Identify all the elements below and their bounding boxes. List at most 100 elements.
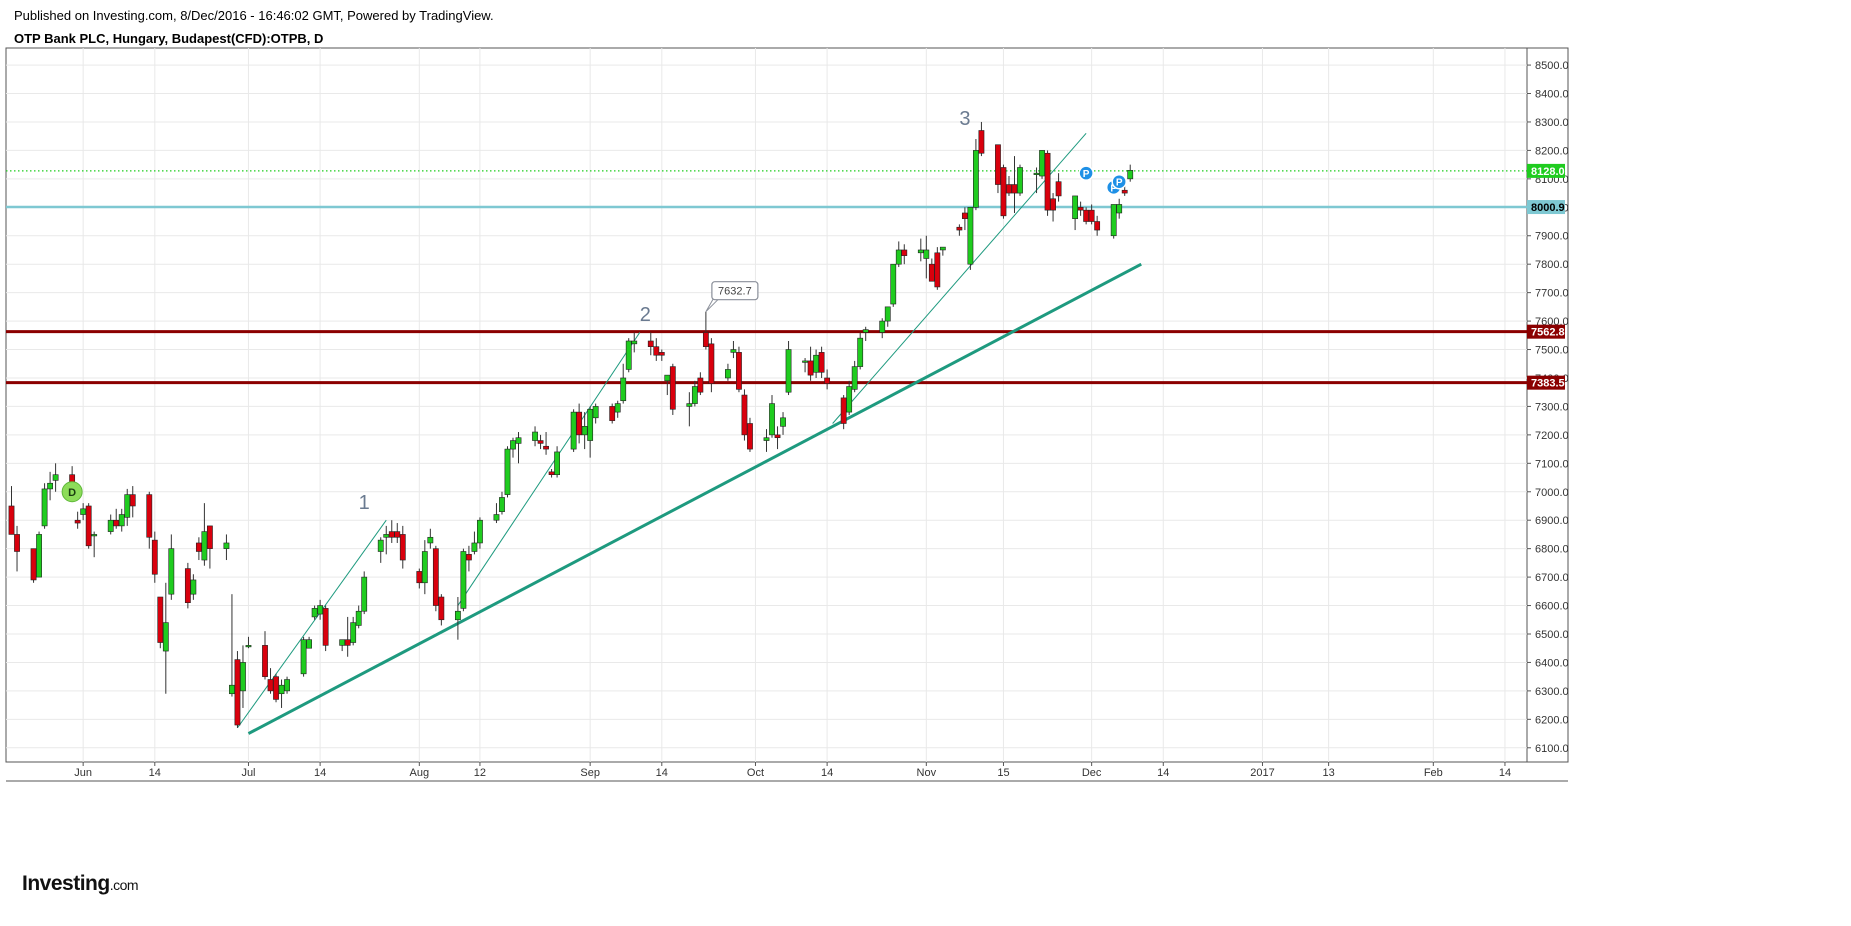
candle-body (80, 508, 87, 515)
candle (653, 338, 660, 361)
candle-body (162, 622, 169, 652)
candle (421, 540, 428, 595)
candle-body (306, 639, 312, 649)
candle-body (587, 408, 594, 441)
candle-body (625, 340, 632, 370)
candle-body (421, 551, 428, 584)
candle-body (973, 150, 979, 208)
logo-main: Investing (22, 872, 110, 895)
level-label-bg (1527, 324, 1565, 339)
candle-body (813, 354, 819, 373)
candle-body (278, 684, 285, 695)
candle (129, 486, 136, 518)
candle-body (537, 440, 544, 444)
candle-body (146, 494, 153, 538)
candle (377, 537, 384, 563)
candle-body (1055, 181, 1062, 197)
x-tick-label: Dec (1082, 767, 1102, 779)
badge-label: D (68, 487, 76, 499)
x-tick-label: 14 (1157, 767, 1169, 779)
candle (184, 562, 191, 609)
candle (857, 332, 864, 370)
candle-body (664, 374, 671, 382)
level-label-bg (1527, 200, 1565, 215)
candle (1077, 201, 1084, 216)
investing-logo: Investing.com (22, 872, 139, 896)
candle-body (36, 534, 42, 578)
candle (466, 545, 472, 572)
candle (686, 392, 693, 427)
y-tick-label: 7900.0 (1535, 231, 1569, 243)
candle (350, 616, 357, 646)
candle (1033, 167, 1040, 194)
candle-body (939, 246, 946, 251)
candle (658, 349, 665, 361)
candle (113, 508, 120, 529)
candle-body (647, 340, 654, 347)
candle (884, 306, 891, 327)
candle-body (763, 437, 770, 441)
candle-body (961, 212, 968, 219)
candle (223, 534, 230, 561)
candle (725, 363, 731, 381)
candle (383, 525, 390, 555)
candle (477, 517, 483, 549)
candle (917, 238, 924, 262)
badge-d: D (61, 481, 83, 503)
candle-body (846, 386, 853, 413)
candle-body (477, 519, 483, 544)
y-tick-label: 8500.0 (1535, 60, 1569, 72)
candle (240, 645, 246, 708)
candle-body (967, 206, 974, 265)
candle-body (978, 130, 985, 154)
level-label: 7383.5 (1531, 378, 1565, 390)
level-label: 7562.8 (1531, 327, 1565, 339)
candle (91, 531, 98, 558)
candle (432, 545, 439, 612)
candle (300, 636, 307, 677)
x-tick-label: Oct (747, 767, 764, 779)
y-tick-label: 6900.0 (1535, 515, 1569, 527)
candle-body (388, 531, 395, 538)
candle (190, 574, 197, 600)
candle (47, 471, 53, 501)
candle (195, 537, 202, 561)
candle-body (383, 534, 390, 538)
candle (471, 531, 478, 555)
candle (813, 349, 819, 378)
candle-body (30, 548, 37, 581)
candle-body (890, 263, 897, 305)
trendline (247, 262, 1142, 735)
wave-label: 1 (359, 492, 370, 514)
candle-body (339, 639, 346, 646)
candle-body (934, 252, 941, 288)
x-tick-label: 12 (474, 767, 486, 779)
candle (1116, 198, 1123, 219)
candle (741, 389, 748, 441)
x-tick-label: 2017 (1250, 767, 1274, 779)
candle-body (8, 505, 15, 535)
candle (543, 432, 549, 455)
candle (460, 548, 467, 612)
candle (339, 639, 346, 652)
candle (36, 531, 42, 578)
candle (961, 207, 968, 231)
x-tick-label: 13 (1322, 767, 1334, 779)
candle (747, 417, 753, 452)
candle-body (1006, 184, 1012, 194)
candle (438, 594, 445, 626)
candle (146, 491, 153, 549)
candle-body (229, 684, 235, 695)
candle (1083, 207, 1090, 225)
candle-body (620, 377, 627, 402)
candle (802, 358, 808, 373)
candle (956, 224, 963, 236)
candle-body (736, 352, 742, 390)
candle (399, 525, 406, 569)
wave-label: 3 (959, 108, 970, 130)
candle (967, 206, 974, 270)
y-tick-label: 6100.0 (1535, 743, 1569, 755)
candle (978, 121, 985, 157)
candle (708, 338, 715, 393)
